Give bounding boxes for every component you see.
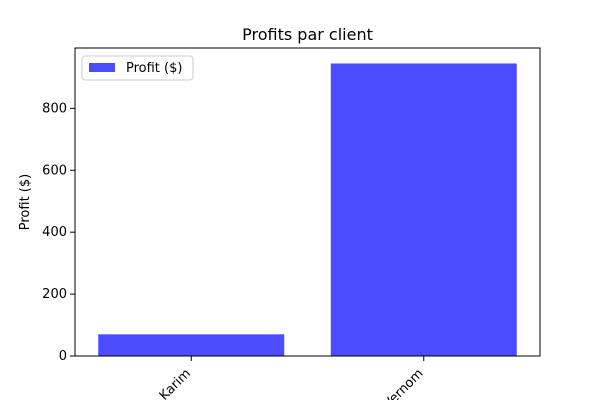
y-tick-label: 400 — [42, 225, 67, 240]
x-tick-label: Vernom — [381, 366, 427, 400]
bar-vernom — [330, 63, 517, 356]
bar-karim — [98, 334, 285, 356]
bars-layer — [98, 63, 517, 356]
y-tick-label: 800 — [42, 101, 67, 116]
legend-swatch — [89, 63, 115, 72]
chart-title: Profits par client — [242, 25, 373, 44]
plot-frame — [74, 47, 541, 357]
legend: Profit ($) — [81, 55, 194, 81]
y-tick-label: 0 — [59, 349, 67, 364]
legend-label: Profit ($) — [126, 61, 182, 76]
y-axis-label: Profit ($) — [18, 174, 33, 230]
x-tick-label: Karim — [157, 366, 194, 400]
legend-box — [81, 55, 194, 81]
y-tick-label: 200 — [42, 287, 67, 302]
y-tick-label: 600 — [42, 163, 67, 178]
